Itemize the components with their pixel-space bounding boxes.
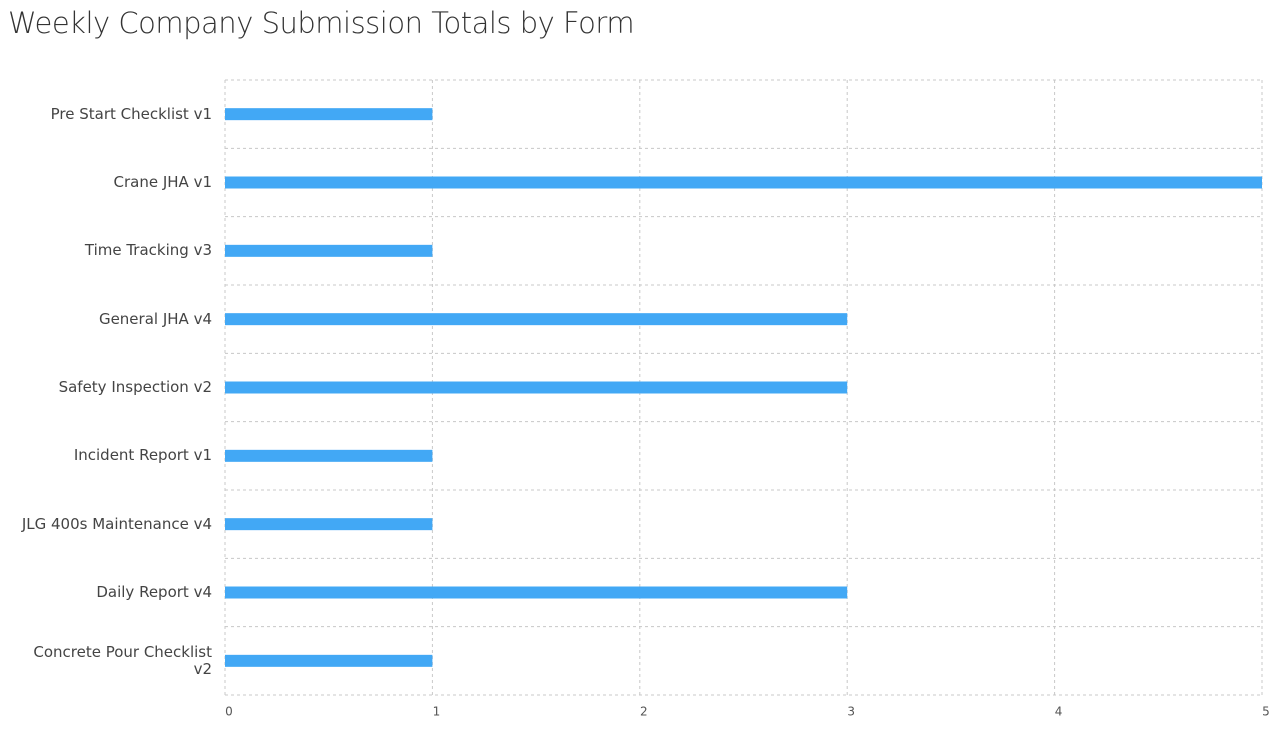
y-tick-label: Incident Report v1: [73, 446, 212, 465]
bar: [225, 244, 433, 257]
bar: [225, 654, 433, 667]
chart-title: Weekly Company Submission Totals by Form: [8, 6, 635, 40]
y-tick-label: Pre Start Checklist v1: [50, 104, 212, 123]
x-tick-label: 4: [1055, 705, 1063, 719]
y-tick-label: JLG 400s Maintenance v4: [21, 514, 212, 533]
x-tick-label: 0: [225, 705, 233, 719]
bar: [225, 586, 848, 599]
x-tick-label: 1: [433, 705, 441, 719]
x-tick-label: 5: [1262, 705, 1270, 719]
bar: [225, 518, 433, 531]
y-tick-label: Crane JHA v1: [113, 173, 213, 191]
bar: [225, 176, 1262, 189]
x-tick-label: 2: [640, 705, 648, 719]
x-tick-label: 3: [847, 705, 855, 719]
bar: [225, 313, 848, 326]
bar: [225, 108, 433, 121]
y-tick-label: Daily Report v4: [96, 583, 212, 601]
y-tick-label: General JHA v4: [98, 309, 212, 328]
y-tick-label: Concrete Pour Checklist v2: [33, 642, 212, 678]
y-tick-label: Time Tracking v3: [84, 241, 212, 260]
bar: [225, 381, 848, 394]
y-tick-label: Safety Inspection v2: [58, 378, 212, 396]
bar: [225, 449, 433, 462]
